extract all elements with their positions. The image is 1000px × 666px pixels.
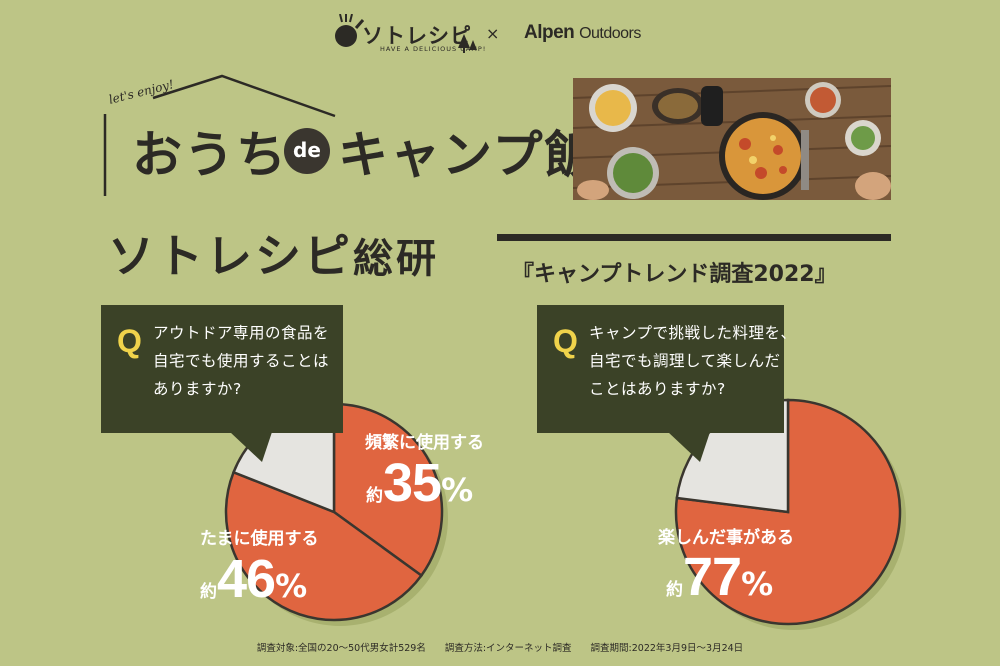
percent-number: 35 — [383, 453, 442, 513]
sotorecipe-tagline: HAVE A DELICIOUS CAMP! — [380, 45, 487, 53]
sotorecipe-brand: ソトレシピ — [362, 24, 472, 48]
percent-number: 46 — [217, 549, 276, 609]
soken-sotorecipe: ソトレシピ — [108, 229, 353, 283]
percent-sign: % — [441, 471, 474, 509]
approx-prefix: 約 — [200, 582, 217, 602]
collab-times: × — [486, 24, 500, 43]
question-2-pointer — [668, 432, 710, 462]
question-1-pointer — [230, 432, 272, 462]
alpen-word: Alpen — [524, 22, 575, 43]
sotorecipe-logo — [332, 13, 365, 52]
alpen-outdoors-brand: Alpen Outdoors — [524, 22, 641, 44]
slice-sometimes — [224, 470, 424, 622]
title-de-badge: de — [284, 128, 330, 174]
outdoors-word: Outdoors — [579, 25, 641, 42]
house-outline — [103, 74, 336, 196]
slice-value-frequent: 約35% — [366, 452, 473, 514]
question-2-line-2: 自宅でも調理して楽しんだ — [589, 352, 781, 370]
question-mark-2: Q — [553, 323, 578, 359]
approx-prefix: 約 — [666, 580, 683, 600]
slice-frequent — [332, 402, 444, 578]
title-ouchi: おうち — [132, 126, 288, 184]
slice-value-enjoyed: 約77% — [666, 546, 773, 608]
question-mark-1: Q — [117, 323, 142, 359]
title-camp-meal: キャンプ飯 — [338, 126, 597, 184]
tree-icon — [458, 34, 477, 53]
question-2-line-1: キャンプで挑戦した料理を、 — [589, 324, 797, 342]
question-box-1: Q アウトドア専用の食品を 自宅でも使用することは ありますか? — [101, 305, 343, 433]
question-box-2: Q キャンプで挑戦した料理を、 自宅でも調理して楽しんだ ことはありますか? — [537, 305, 796, 433]
survey-name: 『キャンプトレンド調査2022』 — [512, 262, 837, 287]
question-2-line-3: ことはありますか? — [589, 380, 726, 398]
food-photo — [573, 78, 891, 200]
question-1-line-2: 自宅でも使用することは — [153, 352, 330, 370]
approx-prefix: 約 — [366, 486, 383, 506]
percent-sign: % — [275, 567, 308, 605]
question-1-line-3: ありますか? — [153, 380, 242, 398]
survey-footnote: 調査対象:全国の20〜50代男女計529名 調査方法:インターネット調査 調査期… — [256, 643, 744, 654]
percent-sign: % — [741, 565, 774, 603]
slice-value-sometimes: 約46% — [200, 548, 307, 610]
slice-label-enjoyed: 楽しんだ事がある — [658, 528, 794, 548]
soken-word: 総研 — [353, 236, 439, 282]
slice-label-frequent: 頻繁に使用する — [365, 433, 484, 453]
heading-rule — [497, 234, 891, 241]
slice-label-sometimes: たまに使用する — [200, 529, 319, 549]
pot-icon — [335, 13, 365, 47]
question-1-line-1: アウトドア専用の食品を — [153, 324, 330, 342]
percent-number: 77 — [683, 547, 742, 607]
sotorecipe-soken-heading: ソトレシピ総研 — [108, 220, 439, 286]
